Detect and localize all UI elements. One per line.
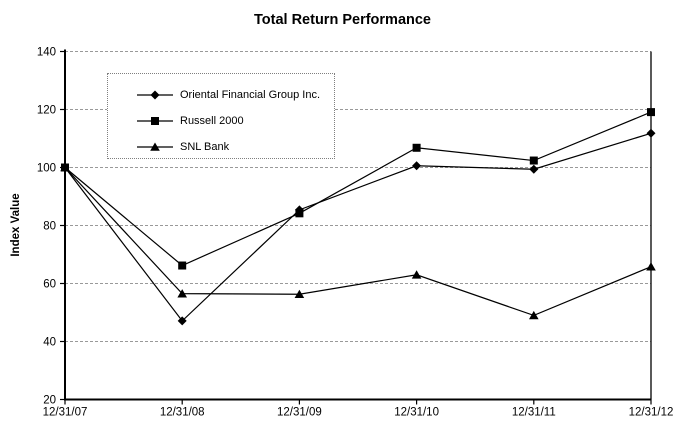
triangle-marker-icon [137, 142, 173, 151]
x-tick-label-2: 12/31/09 [277, 407, 322, 419]
series-1-marker-2 [295, 209, 304, 218]
series-1-marker-5 [647, 108, 655, 117]
series-1-marker-3 [412, 143, 421, 152]
legend-label: Russell 2000 [180, 115, 244, 127]
series-0-marker-3 [412, 161, 422, 171]
series-0-marker-1 [177, 316, 187, 326]
series-line-2 [64, 167, 652, 317]
legend-item-1: Russell 2000 [137, 108, 334, 134]
y-tick-label-60: 60 [43, 279, 56, 291]
y-tick-label-140: 140 [37, 47, 56, 59]
y-tick-label-80: 80 [43, 221, 56, 233]
series-2-marker-1 [177, 289, 187, 298]
x-tick-label-1: 12/31/08 [160, 407, 205, 419]
x-tick-label-4: 12/31/11 [512, 407, 556, 419]
series-1-marker-4 [529, 156, 538, 165]
series-0-marker-5 [646, 128, 656, 138]
series-line-0 [64, 132, 652, 322]
series-2-marker-0 [60, 163, 70, 172]
series-2-marker-3 [411, 270, 422, 279]
chart-title: Total Return Performance [254, 12, 431, 28]
x-tick-label-3: 12/31/10 [394, 407, 439, 419]
legend-label: Oriental Financial Group Inc. [180, 89, 321, 101]
diamond-marker-icon [137, 90, 173, 100]
x-tick-label-5: 12/31/12 [629, 407, 674, 419]
x-tick-label-0: 12/31/07 [43, 407, 88, 419]
series-line-1 [64, 111, 652, 267]
y-tick-label-120: 120 [37, 105, 56, 117]
legend-item-0: Oriental Financial Group Inc. [137, 82, 334, 108]
series-2-marker-5 [646, 262, 656, 271]
series-1-marker-1 [178, 261, 187, 270]
y-tick-label-20: 20 [43, 395, 56, 407]
y-tick-label-100: 100 [37, 163, 56, 175]
y-tick-label-40: 40 [43, 337, 56, 349]
legend: Oriental Financial Group Inc. Russell 200… [107, 73, 335, 159]
square-marker-icon [137, 117, 173, 125]
series-0-marker-4 [529, 164, 539, 174]
series-2-marker-2 [294, 289, 305, 299]
legend-item-2: SNL Bank [137, 134, 334, 160]
series-2-marker-4 [529, 310, 539, 320]
legend-label: SNL Bank [180, 141, 230, 153]
